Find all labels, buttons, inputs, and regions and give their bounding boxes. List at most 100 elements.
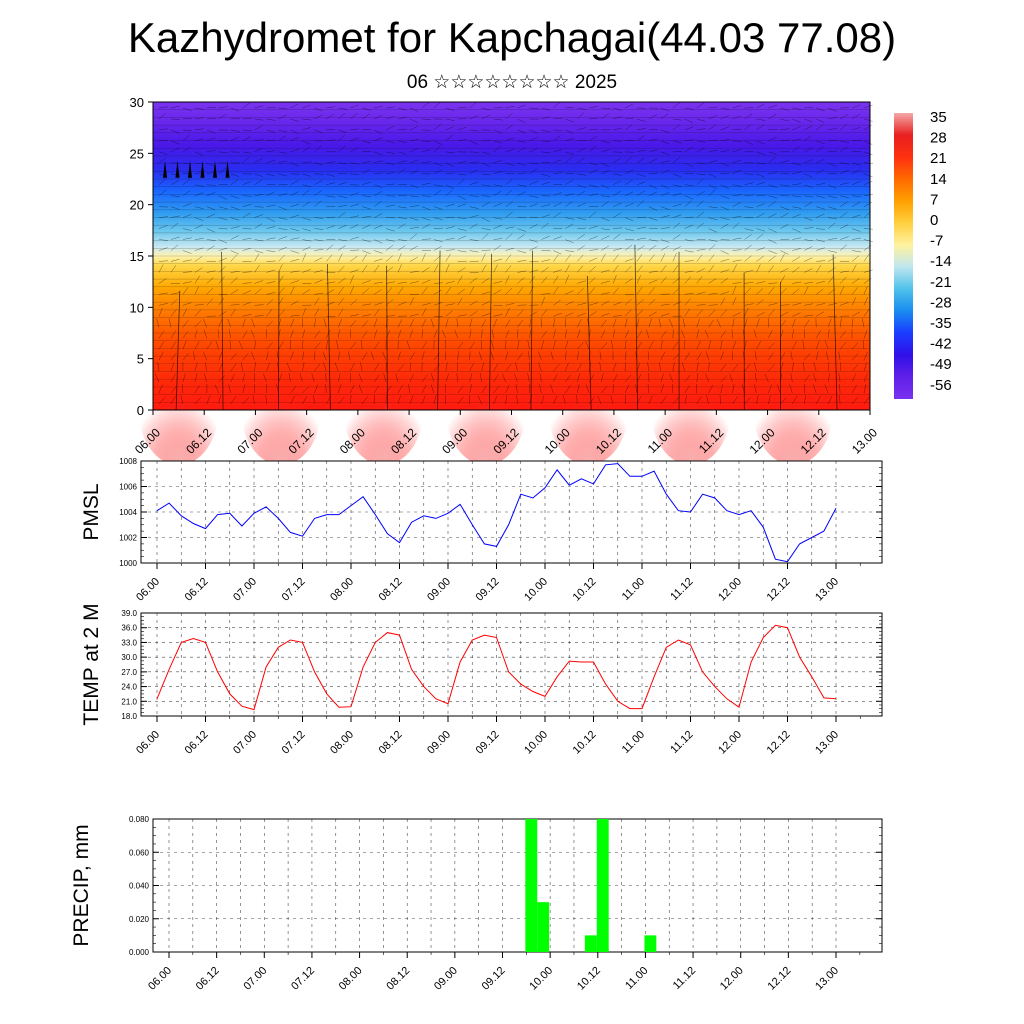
wind-barb [397, 140, 407, 144]
wind-barb [242, 313, 252, 317]
wind-barb [445, 238, 455, 240]
wind-barb [577, 217, 586, 221]
wind-barb [815, 330, 822, 339]
wind-barb [326, 254, 333, 262]
wind-barb [182, 146, 191, 153]
wind-barb [373, 137, 383, 142]
y-tick-label: 33.0 [121, 638, 137, 647]
wind-barb [290, 351, 294, 361]
wind-barb [421, 329, 423, 339]
wind-barb [481, 228, 491, 230]
wind-barb [756, 228, 766, 232]
wind-barb [708, 206, 718, 209]
wind-barb [851, 201, 860, 207]
wind-barb [648, 129, 658, 131]
wind-barb [577, 254, 584, 262]
wind-barb [708, 239, 718, 242]
wind-barb [553, 299, 561, 306]
wind-barb [565, 340, 569, 350]
wind-barb [816, 260, 826, 262]
wind-barb [326, 244, 334, 251]
wind-barb [254, 206, 264, 208]
wind-barb [313, 395, 315, 405]
wind-barb [374, 250, 383, 254]
wind-barb [541, 330, 547, 339]
wind-barb [684, 250, 694, 253]
wind-barb [493, 363, 499, 372]
wind-barb [816, 140, 825, 144]
wind-barb [577, 127, 586, 131]
wind-barb [158, 112, 167, 120]
wind-barb [158, 264, 164, 273]
wind-barb [636, 299, 644, 306]
x-tick-label: 07.00 [241, 965, 269, 993]
wind-barb [314, 180, 323, 185]
wind-barb [600, 330, 606, 339]
wind-barb [409, 256, 418, 262]
wind-barb [863, 239, 873, 242]
wind-barb [299, 373, 303, 383]
precip-bar [525, 819, 538, 952]
wind-barb [238, 340, 243, 350]
wind-barb [350, 314, 360, 317]
wind-barb [505, 178, 513, 185]
wind-barb [408, 384, 411, 394]
wind-barb [194, 362, 198, 372]
wind-barb [756, 233, 764, 240]
wind-barb [813, 384, 817, 394]
wind-barb [276, 351, 279, 361]
wind-barb [648, 395, 653, 405]
wind-barb [266, 237, 276, 240]
wind-barb [828, 116, 838, 120]
wind-barb [505, 105, 515, 109]
wind-barb [804, 257, 813, 262]
wind-barb [780, 128, 790, 131]
wind-barb [553, 250, 562, 255]
wind-barb [469, 250, 479, 253]
wind-barb [278, 309, 285, 317]
wind-barb [804, 246, 813, 251]
wind-barb [505, 233, 513, 240]
wind-barb [768, 282, 778, 284]
wind-barb [553, 329, 556, 339]
wind-barb [696, 140, 706, 143]
wind-barb [600, 300, 610, 306]
wind-barb [577, 112, 585, 120]
wind-barb [445, 151, 455, 154]
wind-barb [553, 373, 558, 383]
x-tick-label: 06.12 [194, 965, 222, 993]
wind-barb [517, 270, 527, 273]
wind-barb [445, 264, 450, 273]
wind-barb [481, 249, 491, 251]
wind-barb [601, 170, 610, 175]
wind-barb [445, 373, 449, 383]
wind-barb [373, 264, 380, 273]
wind-barb [218, 375, 225, 383]
wind-barb [804, 314, 814, 317]
wind-barb [541, 340, 544, 350]
wind-barb [541, 140, 551, 142]
wind-barb [397, 364, 405, 372]
wind-barb [158, 225, 168, 229]
wind-barb [696, 178, 704, 185]
wind-barbs [155, 101, 873, 405]
wind-barb [708, 264, 715, 273]
wind-barb [720, 139, 730, 142]
wind-barb [529, 224, 538, 229]
precip-bar [596, 819, 609, 952]
wind-barb [852, 195, 862, 198]
wind-barb [624, 278, 633, 284]
wind-barb [648, 149, 658, 153]
wind-barb [577, 363, 582, 372]
wind-barb [753, 384, 757, 394]
wind-barb [218, 257, 228, 262]
wind-barb [612, 254, 619, 262]
wind-barb [360, 362, 363, 372]
wind-barb [780, 250, 789, 255]
x-tick-label: 09.00 [425, 729, 453, 757]
wind-barb [565, 217, 575, 220]
wind-barb [792, 183, 802, 185]
wind-barb [254, 158, 263, 164]
wind-barb [840, 162, 850, 165]
wind-barb [565, 156, 573, 164]
